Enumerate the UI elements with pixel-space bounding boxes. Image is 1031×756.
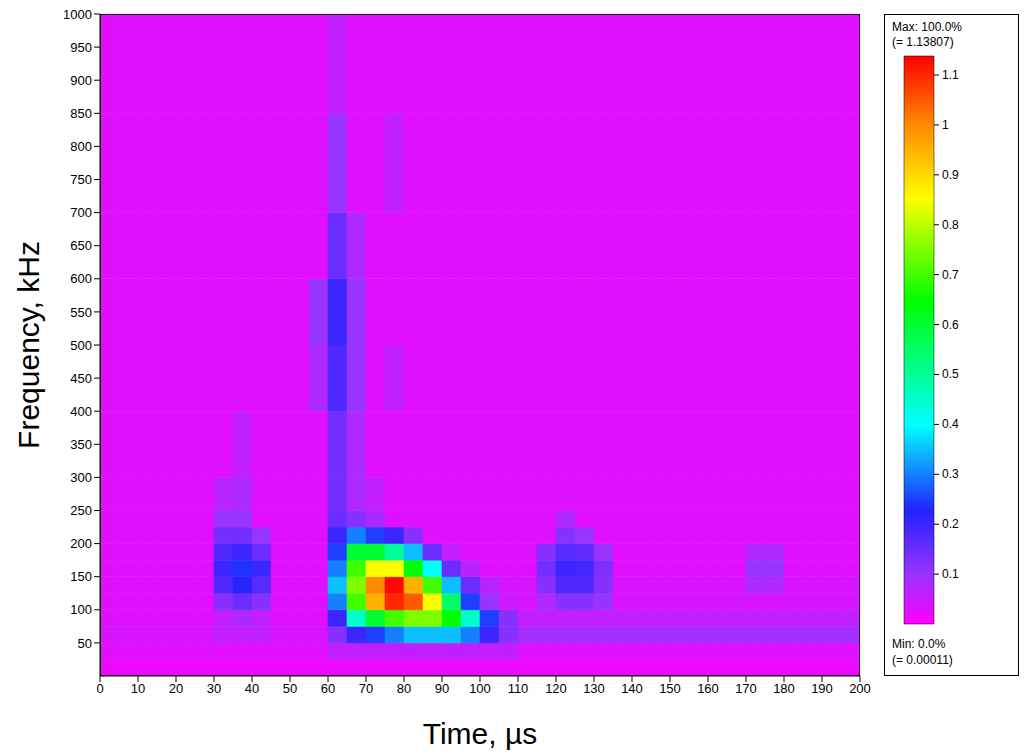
svg-text:100: 100 bbox=[469, 681, 491, 696]
svg-text:30: 30 bbox=[207, 681, 221, 696]
svg-text:100: 100 bbox=[70, 602, 92, 617]
svg-text:1: 1 bbox=[942, 118, 949, 132]
svg-text:160: 160 bbox=[697, 681, 719, 696]
svg-text:950: 950 bbox=[70, 40, 92, 55]
svg-text:80: 80 bbox=[397, 681, 411, 696]
svg-text:Time, µs: Time, µs bbox=[423, 717, 538, 750]
svg-text:130: 130 bbox=[583, 681, 605, 696]
svg-text:90: 90 bbox=[435, 681, 449, 696]
svg-text:180: 180 bbox=[773, 681, 795, 696]
svg-text:200: 200 bbox=[70, 536, 92, 551]
svg-text:450: 450 bbox=[70, 371, 92, 386]
svg-text:20: 20 bbox=[169, 681, 183, 696]
svg-text:0.6: 0.6 bbox=[942, 318, 959, 332]
svg-text:850: 850 bbox=[70, 106, 92, 121]
svg-text:Max: 100.0%: Max: 100.0% bbox=[892, 20, 962, 34]
svg-text:(= 1.13807): (= 1.13807) bbox=[892, 35, 954, 49]
svg-text:900: 900 bbox=[70, 73, 92, 88]
svg-text:550: 550 bbox=[70, 305, 92, 320]
svg-text:600: 600 bbox=[70, 271, 92, 286]
svg-text:60: 60 bbox=[321, 681, 335, 696]
svg-text:0.4: 0.4 bbox=[942, 417, 959, 431]
svg-text:700: 700 bbox=[70, 205, 92, 220]
svg-text:110: 110 bbox=[508, 681, 529, 696]
svg-text:120: 120 bbox=[545, 681, 567, 696]
svg-text:50: 50 bbox=[78, 636, 92, 651]
svg-text:750: 750 bbox=[70, 172, 92, 187]
svg-text:Min: 0.0%: Min: 0.0% bbox=[892, 637, 946, 651]
svg-text:150: 150 bbox=[659, 681, 681, 696]
svg-text:0.5: 0.5 bbox=[942, 367, 959, 381]
svg-text:0.9: 0.9 bbox=[942, 168, 959, 182]
svg-text:0: 0 bbox=[96, 681, 103, 696]
svg-text:400: 400 bbox=[70, 404, 92, 419]
svg-text:10: 10 bbox=[131, 681, 145, 696]
svg-text:(= 0.00011): (= 0.00011) bbox=[892, 653, 953, 667]
svg-text:0.3: 0.3 bbox=[942, 467, 959, 481]
svg-text:500: 500 bbox=[70, 338, 92, 353]
svg-text:200: 200 bbox=[849, 681, 871, 696]
svg-text:0.1: 0.1 bbox=[942, 567, 959, 581]
svg-text:70: 70 bbox=[359, 681, 373, 696]
svg-text:150: 150 bbox=[70, 569, 92, 584]
svg-text:0.8: 0.8 bbox=[942, 218, 959, 232]
svg-text:300: 300 bbox=[70, 470, 92, 485]
svg-text:40: 40 bbox=[245, 681, 259, 696]
svg-text:0.7: 0.7 bbox=[942, 268, 959, 282]
svg-text:350: 350 bbox=[70, 437, 92, 452]
svg-text:650: 650 bbox=[70, 238, 92, 253]
svg-text:50: 50 bbox=[283, 681, 297, 696]
svg-text:140: 140 bbox=[621, 681, 643, 696]
svg-text:1000: 1000 bbox=[63, 7, 92, 22]
svg-text:0.2: 0.2 bbox=[942, 517, 959, 531]
svg-text:190: 190 bbox=[811, 681, 833, 696]
svg-text:170: 170 bbox=[735, 681, 757, 696]
svg-text:Frequency, kHz: Frequency, kHz bbox=[12, 241, 45, 449]
svg-text:250: 250 bbox=[70, 503, 92, 518]
svg-text:1.1: 1.1 bbox=[942, 68, 959, 82]
svg-text:800: 800 bbox=[70, 139, 92, 154]
